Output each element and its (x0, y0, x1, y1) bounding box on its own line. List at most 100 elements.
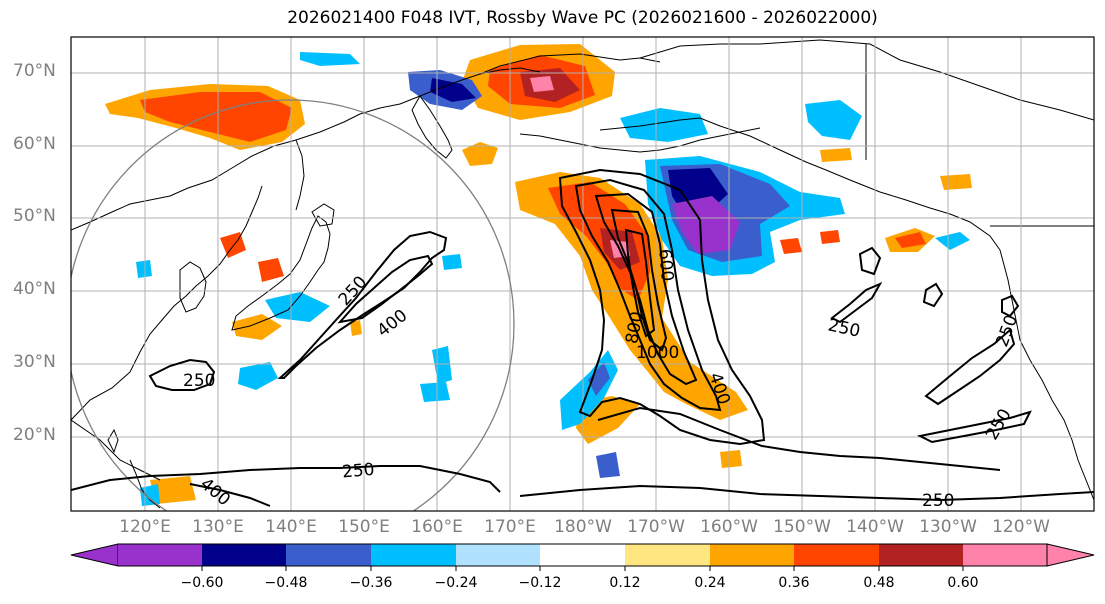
colorbar-seg-6 (540, 544, 625, 566)
contour-250-small2 (922, 282, 944, 308)
shade-orange-dots7 (720, 450, 742, 468)
lon-label-140e: 140°E (265, 517, 317, 537)
contour-400-pacific (574, 178, 722, 412)
contour-250-small1 (858, 246, 882, 276)
contour-label-250-japan: 250 (183, 371, 215, 391)
contour-label-250-bottom: 250 (922, 491, 954, 511)
coast-aleutians (519, 127, 761, 153)
lon-label-160e: 160°E (411, 517, 463, 537)
contour-label-1000: 1000 (636, 343, 679, 363)
shade-okhotsk-navy (430, 78, 476, 102)
shade-japan-blue (265, 292, 330, 322)
shade-east-orange5 (820, 148, 852, 162)
contour-250-east2 (924, 328, 1016, 406)
lon-label-160w: 160°W (700, 517, 758, 537)
colorbar-tick-7: 0.24 (694, 575, 726, 591)
lat-label-40n: 40°N (13, 279, 56, 299)
shade-japan-orange (232, 314, 282, 340)
shade-seoul-orange (220, 232, 246, 258)
shade-tropics-blue2 (588, 362, 610, 396)
colorbar-left-extend (70, 543, 119, 567)
shade-east-orange3 (820, 230, 840, 244)
colorbar-seg-10 (879, 544, 963, 566)
colorbar-seg-2 (202, 544, 286, 566)
coast-na-west (999, 249, 1094, 501)
coast-hokkaido (311, 203, 335, 227)
colorbar-seg-11 (963, 544, 1047, 566)
shade-east-red1 (895, 232, 926, 248)
colorbar-outline (118, 543, 1047, 567)
shade-alaska-cyan (620, 108, 708, 142)
shade-orange-dots8 (150, 476, 196, 504)
colorbar-tick-8: 0.36 (778, 575, 810, 591)
colorbar-tick-9: 0.48 (863, 575, 895, 591)
lon-label-140w: 140°W (846, 517, 904, 537)
lon-label-150e: 150°E (338, 517, 390, 537)
colorbar (70, 543, 1095, 571)
shade-east-orange2 (780, 238, 802, 254)
contour-400-south (189, 483, 271, 507)
colorbar-tick-6: 0.12 (609, 575, 641, 591)
lat-label-20n: 20°N (13, 425, 56, 445)
colorbar-seg-4 (371, 544, 456, 566)
lat-label-60n: 60°N (13, 134, 56, 154)
contour-250-japan (148, 358, 216, 391)
coast-sakhalin (295, 139, 305, 211)
shade-east-orange4 (940, 174, 972, 190)
colorbar-tick-10: 0.60 (947, 575, 979, 591)
lon-label-120e: 120°E (119, 517, 171, 537)
lon-label-130w: 130°W (919, 517, 977, 537)
shade-siberia-red (140, 92, 292, 142)
map-title: 2026021400 F048 IVT, Rossby Wave PC (202… (287, 8, 878, 28)
lon-label-120w: 120°W (992, 517, 1050, 537)
lon-label-180w: 180°W (554, 517, 612, 537)
contour-250-tropic (597, 406, 1001, 471)
coast-korea (179, 261, 207, 313)
lat-label-30n: 30°N (13, 352, 56, 372)
radius-circle (71, 99, 515, 511)
colorbar-seg-8 (710, 544, 794, 566)
contour-label-600: 600 (654, 248, 677, 282)
colorbar-seg-1 (118, 544, 202, 566)
coast-japan (231, 215, 331, 331)
contour-250-east1 (830, 281, 883, 324)
contour-250-west (277, 230, 448, 379)
shade-orange-dots5 (350, 320, 362, 336)
contour-1000-pacific (624, 228, 656, 338)
colorbar-right-extend (1046, 543, 1095, 567)
map-area: 250 400 250 250 400 800 1000 600 400 250… (71, 37, 1094, 511)
coast-alaska-south (599, 117, 1001, 251)
shade-cyan-dots4 (596, 452, 620, 478)
shade-west-orange (258, 258, 284, 282)
contour-250-east3 (916, 410, 1032, 444)
contour-label-250-south: 250 (341, 460, 375, 483)
map-frame (70, 36, 1095, 512)
colorbar-tick-marks (201, 566, 964, 571)
coast-philippines (129, 459, 161, 509)
lat-label-70n: 70°N (13, 61, 56, 81)
lat-label-50n: 50°N (13, 206, 56, 226)
shade-kamchatka-orange (462, 142, 498, 166)
shade-bering-pink (530, 76, 554, 92)
coastline-layer (71, 39, 1094, 509)
shade-goa-purple (672, 196, 740, 254)
contour-250-pacific (558, 168, 766, 446)
lon-label-170e: 170°E (484, 517, 536, 537)
shade-alaska-cyan2 (805, 100, 862, 140)
contour-400-west (337, 254, 434, 324)
contour-250-bottom (519, 484, 1094, 502)
lon-label-170w: 170°W (627, 517, 685, 537)
contour-800-pacific (610, 208, 668, 352)
colorbar-tick-3: −0.36 (349, 575, 393, 591)
lon-label-130e: 130°E (192, 517, 244, 537)
shade-cyan-dots3 (420, 382, 450, 402)
shading-layer (105, 44, 972, 506)
colorbar-seg-3 (286, 544, 371, 566)
contour-600-pacific (594, 192, 698, 386)
colorbar-tick-1: −0.60 (180, 575, 224, 591)
shade-sw-blue (238, 362, 278, 390)
shade-east-cyan1 (935, 232, 970, 250)
contour-layer (71, 168, 1094, 507)
coast-alaska (639, 39, 1094, 121)
coast-china-south (71, 419, 161, 481)
